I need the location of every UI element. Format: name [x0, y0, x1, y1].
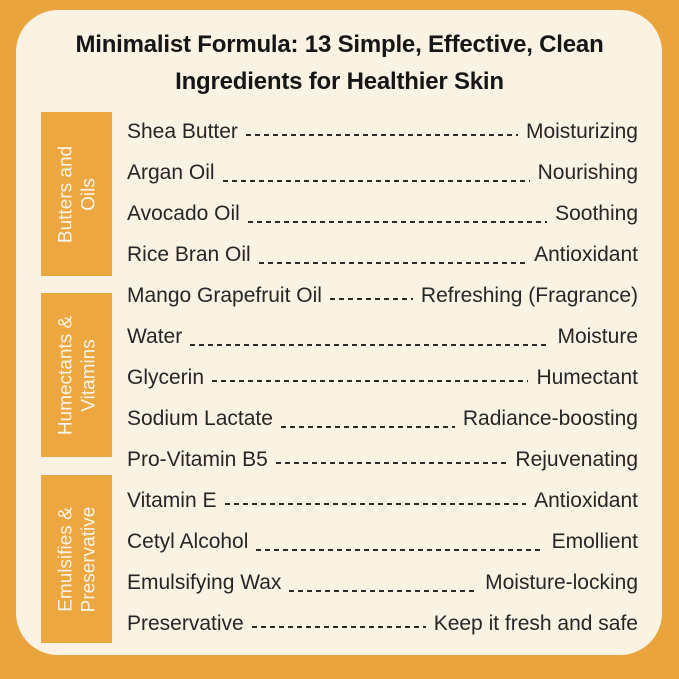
ingredient-name: Sodium Lactate: [127, 406, 273, 430]
ingredient-name: Vitamin E: [127, 488, 217, 512]
ingredient-name: Avocado Oil: [127, 201, 240, 225]
content-panel: [16, 10, 662, 655]
ingredient-row: Preservative Keep it fresh and safe: [127, 603, 638, 644]
ingredient-row: Mango Grapefruit Oil Refreshing (Fragran…: [127, 275, 638, 316]
ingredient-benefit: Moisture: [557, 324, 638, 348]
ingredient-benefit: Humectant: [536, 365, 638, 389]
ingredient-row: Argan Oil Nourishing: [127, 152, 638, 193]
dash-connector: [212, 379, 529, 382]
ingredient-row: Pro-Vitamin B5 Rejuvenating: [127, 439, 638, 480]
dash-connector: [256, 548, 544, 551]
ingredient-benefit: Keep it fresh and safe: [433, 611, 638, 635]
ingredient-benefit: Nourishing: [537, 160, 638, 184]
ingredient-row: Rice Bran Oil Antioxidant: [127, 234, 638, 275]
group-label: Humectants & Vitamins: [54, 315, 99, 435]
dash-connector: [190, 343, 550, 346]
dash-connector: [258, 261, 527, 264]
ingredient-row: Shea Butter Moisturizing: [127, 111, 638, 152]
ingredient-benefit: Antioxidant: [534, 488, 638, 512]
group-block-humectants-vitamins: Humectants & Vitamins: [41, 293, 112, 457]
ingredient-name: Pro-Vitamin B5: [127, 447, 268, 471]
group-label: Butters and Oils: [54, 145, 99, 243]
ingredient-benefit: Radiance-boosting: [462, 406, 638, 430]
ingredient-row: Sodium Lactate Radiance-boosting: [127, 398, 638, 439]
ingredient-name: Preservative: [127, 611, 244, 635]
dash-connector: [275, 461, 508, 464]
ingredient-name: Cetyl Alcohol: [127, 529, 249, 553]
group-label: Emulsifies & Preservative: [54, 506, 99, 612]
ingredient-row: Cetyl Alcohol Emollient: [127, 521, 638, 562]
ingredient-benefit: Moisturizing: [525, 119, 638, 143]
ingredient-benefit: Refreshing (Fragrance): [420, 283, 638, 307]
ingredient-name: Shea Butter: [127, 119, 238, 143]
dash-connector: [222, 179, 530, 182]
dash-connector: [280, 425, 455, 428]
ingredient-benefit: Emollient: [551, 529, 638, 553]
ingredient-name: Emulsifying Wax: [127, 570, 282, 594]
dash-connector: [329, 297, 413, 300]
ingredient-row: Vitamin E Antioxidant: [127, 480, 638, 521]
ingredient-row: Avocado Oil Soothing: [127, 193, 638, 234]
ingredient-benefit: Soothing: [555, 201, 638, 225]
ingredient-benefit: Rejuvenating: [515, 447, 638, 471]
ingredient-list: Shea Butter Moisturizing Argan Oil Nouri…: [127, 111, 638, 644]
dash-connector: [224, 502, 527, 505]
dash-connector: [245, 133, 518, 136]
ingredient-row: Emulsifying Wax Moisture-locking: [127, 562, 638, 603]
dash-connector: [251, 625, 426, 628]
page-title: Minimalist Formula: 13 Simple, Effective…: [75, 31, 604, 95]
ingredient-name: Rice Bran Oil: [127, 242, 251, 266]
ingredient-name: Glycerin: [127, 365, 205, 389]
group-block-butters-and-oils: Butters and Oils: [41, 112, 112, 276]
group-block-emulsifies-preservative: Emulsifies & Preservative: [41, 475, 112, 643]
ingredient-name: Water: [127, 324, 183, 348]
ingredient-row: Water Moisture: [127, 316, 638, 357]
ingredient-name: Argan Oil: [127, 160, 215, 184]
ingredient-name: Mango Grapefruit Oil: [127, 283, 322, 307]
dash-connector: [289, 589, 478, 592]
dash-connector: [247, 220, 548, 223]
ingredient-benefit: Moisture-locking: [485, 570, 638, 594]
ingredient-row: Glycerin Humectant: [127, 357, 638, 398]
ingredient-benefit: Antioxidant: [534, 242, 638, 266]
